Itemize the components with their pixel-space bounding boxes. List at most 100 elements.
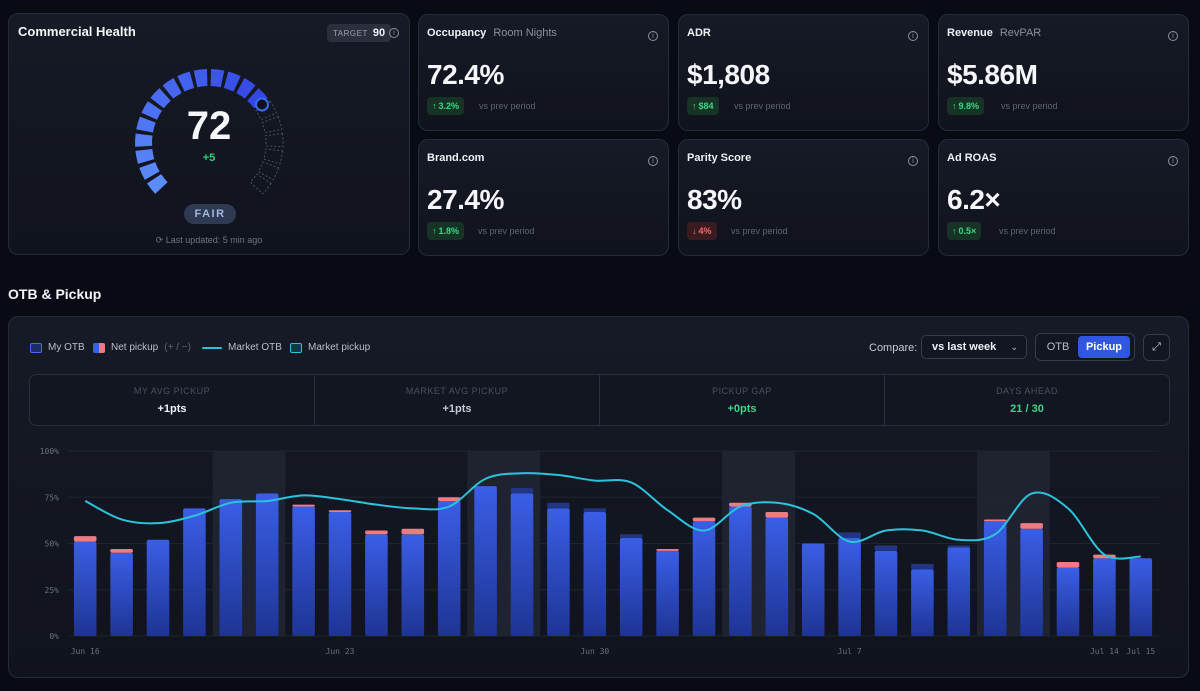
- swatch-my-otb: [30, 342, 42, 353]
- kpi-delta: ↑ 9.8%: [947, 97, 985, 115]
- info-icon[interactable]: i: [1168, 31, 1178, 41]
- x-tick-label: Jun 23: [326, 647, 355, 656]
- bar-my-otb: [437, 500, 461, 636]
- bar-pickup-negative: [583, 508, 607, 513]
- y-tick-label: 100%: [40, 447, 59, 456]
- info-icon[interactable]: i: [908, 156, 918, 166]
- gauge-segment-empty: [263, 148, 284, 165]
- expand-button[interactable]: ⤢: [1143, 334, 1170, 361]
- legend-my-otb[interactable]: My OTB: [30, 342, 85, 353]
- kpi-delta-value: 0.5×: [958, 226, 977, 236]
- stat-label: MY AVG PICKUP: [133, 385, 211, 396]
- legend-label: Market pickup: [308, 342, 371, 353]
- kpi-value: 83%: [687, 184, 742, 215]
- bar-my-otb: [328, 512, 352, 636]
- commercial-health-card: Commercial Health TARGET 90 i 72 +5 FAIR…: [8, 13, 410, 255]
- kpi-card-parity-score[interactable]: Parity Score i 83% ↓ 4% vs prev period: [678, 139, 929, 256]
- target-value: 90: [372, 27, 386, 39]
- gauge-handle: [254, 97, 269, 112]
- stats-row: MY AVG PICKUP +1pts MARKET AVG PICKUP +1…: [29, 374, 1170, 426]
- legend-label: Market OTB: [228, 342, 282, 353]
- arrow-up-icon: ↑: [692, 101, 697, 111]
- kpi-title: Occupancy Room Nights: [427, 27, 557, 39]
- kpi-card-occupancy[interactable]: Occupancy Room Nights i 72.4% ↑ 3.2% vs pr…: [418, 14, 669, 131]
- bar-my-otb: [656, 550, 679, 636]
- bar-my-otb: [474, 486, 497, 636]
- gauge-segment-filled: [150, 88, 171, 109]
- info-icon[interactable]: i: [648, 156, 658, 166]
- stat-market-avg-pickup: MARKET AVG PICKUP +1pts: [315, 375, 600, 425]
- kpi-delta: ↑ $84: [687, 97, 719, 115]
- last-updated-text: Last updated: 5 min ago: [165, 235, 263, 245]
- expand-icon: ⤢: [1152, 341, 1161, 353]
- bar-pickup-positive: [365, 530, 388, 535]
- arrow-up-icon: ↑: [432, 226, 437, 236]
- bar-my-otb: [619, 537, 643, 636]
- x-tick-label: Jul 15: [1126, 647, 1155, 656]
- bar-my-otb: [1020, 528, 1043, 636]
- bar-my-otb: [110, 552, 133, 636]
- bar-my-otb: [729, 506, 752, 636]
- info-icon[interactable]: i: [1168, 156, 1178, 166]
- legend-label: My OTB: [48, 342, 85, 353]
- last-updated: ⟳ Last updated: 5 min ago: [9, 235, 409, 246]
- bar-pickup-negative: [947, 545, 971, 548]
- arrow-up-icon: ↑: [952, 101, 957, 111]
- refresh-icon[interactable]: ⟳: [155, 235, 164, 245]
- bar-pickup-negative: [838, 532, 861, 538]
- kpi-value: $5.86M: [947, 59, 1038, 90]
- bar-my-otb: [692, 521, 716, 636]
- info-icon[interactable]: i: [908, 31, 918, 41]
- legend-net-pickup[interactable]: Net pickup (+ / −): [93, 342, 191, 353]
- x-tick-label: Jul 14: [1090, 647, 1119, 656]
- kpi-title-text: Ad ROAS: [947, 152, 997, 164]
- legend-market-pickup[interactable]: Market pickup: [290, 342, 370, 353]
- gauge-segment-empty: [255, 100, 278, 121]
- compare-select[interactable]: vs last week ⌄: [921, 335, 1027, 359]
- stat-label: PICKUP GAP: [712, 385, 772, 396]
- bar-my-otb: [801, 543, 825, 636]
- info-icon[interactable]: i: [389, 28, 399, 38]
- gauge-segment-filled: [136, 116, 156, 133]
- kpi-value: $1,808: [687, 59, 770, 90]
- bar-my-otb: [765, 517, 789, 636]
- kpi-subtitle: RevPAR: [999, 27, 1042, 39]
- legend-hint: (+ / −): [164, 342, 191, 353]
- bar-pickup-positive: [437, 497, 461, 501]
- chevron-down-icon: ⌄: [1010, 341, 1018, 352]
- kpi-title: Revenue RevPAR: [947, 27, 1041, 39]
- toggle-otb[interactable]: OTB: [1046, 341, 1070, 353]
- bar-pickup-negative: [510, 488, 534, 494]
- y-tick-label: 75%: [45, 493, 60, 502]
- gauge-segment-filled: [139, 162, 160, 180]
- line-market-otb: [84, 472, 1141, 560]
- health-score: 72: [186, 104, 232, 148]
- bar-my-otb: [255, 493, 279, 636]
- stat-days-ahead: DAYS AHEAD 21 / 30: [885, 375, 1169, 425]
- gauge-segment-empty: [261, 115, 283, 134]
- kpi-subtitle: Room Nights: [493, 27, 557, 39]
- kpi-delta-value: $84: [698, 101, 714, 111]
- bar-my-otb: [292, 506, 315, 636]
- bar-my-otb: [365, 534, 388, 636]
- legend-market-otb[interactable]: Market OTB: [202, 342, 282, 353]
- bar-pickup-positive: [292, 504, 315, 507]
- gauge-segment-filled: [247, 88, 268, 109]
- kpi-card-ad-roas[interactable]: Ad ROAS i 6.2× ↑ 0.5× vs prev period: [938, 139, 1189, 256]
- bar-my-otb: [1093, 558, 1116, 636]
- compare-label: Compare:: [869, 342, 918, 354]
- kpi-delta: ↓ 4%: [687, 222, 717, 240]
- compare-value: vs last week: [932, 341, 997, 353]
- otb-pickup-card: My OTB Net pickup (+ / −) Market OTB Mar…: [8, 316, 1189, 678]
- toggle-pickup[interactable]: Pickup: [1078, 336, 1130, 358]
- kpi-comparison: vs prev period: [478, 226, 535, 236]
- kpi-card-revenue[interactable]: Revenue RevPAR i $5.86M ↑ 9.8% vs prev per…: [938, 14, 1189, 131]
- kpi-delta-value: 1.8%: [438, 226, 460, 236]
- info-icon[interactable]: i: [648, 31, 658, 41]
- kpi-card-adr[interactable]: ADR i $1,808 ↑ $84 vs prev period: [678, 14, 929, 131]
- gauge-segment-filled: [135, 133, 153, 147]
- kpi-value: 72.4%: [427, 59, 504, 90]
- kpi-card-brand-com[interactable]: Brand.com i 27.4% ↑ 1.8% vs prev period: [418, 139, 669, 256]
- bar-pickup-positive: [765, 512, 789, 518]
- bar-pickup-negative: [911, 563, 934, 570]
